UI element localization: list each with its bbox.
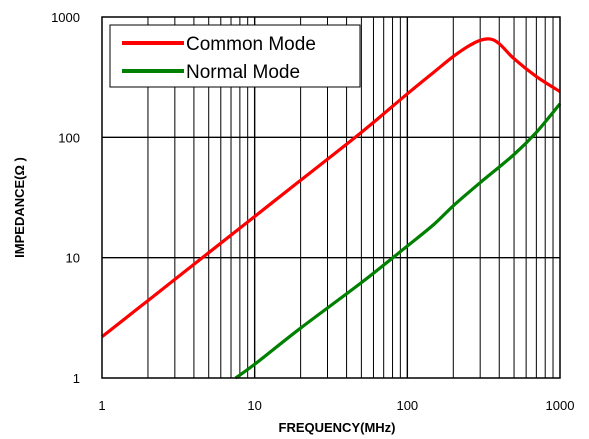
y-axis-label: IMPEDANCE(Ω ) (12, 157, 27, 258)
legend-label-normal-mode: Normal Mode (186, 62, 300, 83)
y-tick-label: 100 (58, 130, 80, 145)
x-tick-label: 100 (396, 398, 418, 413)
legend: Common Mode Normal Mode (110, 25, 360, 87)
x-axis-label: FREQUENCY(MHz) (279, 420, 396, 435)
y-tick-label: 10 (66, 251, 80, 266)
y-tick-label: 1 (73, 371, 80, 386)
legend-label-common-mode: Common Mode (186, 34, 316, 55)
x-tick-label: 1000 (546, 398, 575, 413)
y-tick-label: 1000 (51, 10, 80, 25)
x-tick-label: 1 (98, 398, 105, 413)
x-tick-label: 10 (247, 398, 261, 413)
